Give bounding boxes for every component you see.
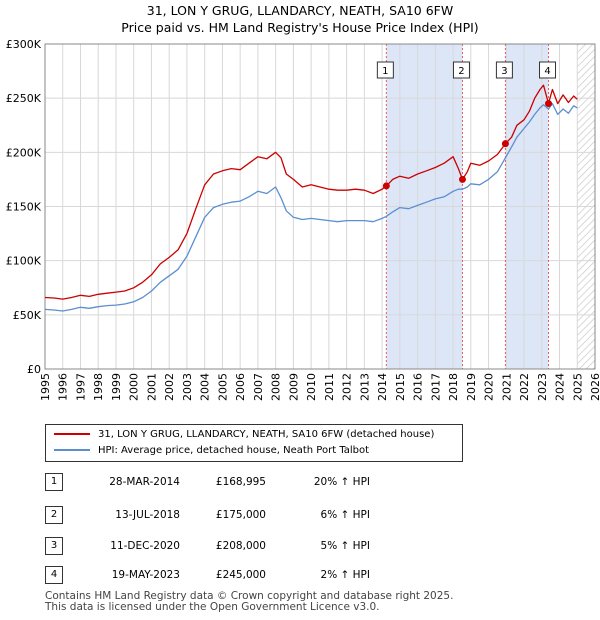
x-tick-label: 2006 [234,373,247,401]
sale-hpi-delta: 5% ↑ HPI [320,540,370,552]
property-price-line [44,84,578,300]
title-line-1: 31, LON Y GRUG, LLANDARCY, NEATH, SA10 6… [146,3,454,18]
x-tick-label: 2005 [216,373,229,401]
x-tick-label: 2002 [163,373,176,401]
chart-title: 31, LON Y GRUG, LLANDARCY, NEATH, SA10 6… [0,2,600,36]
sale-row: 2 13-JUL-2018 £175,000 6% ↑ HPI [0,505,600,525]
price-chart: 1 2 3 4 £0 £50K £100K £150K £200K £250K £300K 1995 1… [6,38,600,401]
sale-hpi-delta: 6% ↑ HPI [320,509,370,521]
plot-frame [44,43,596,370]
legend: 31, LON Y GRUG, LLANDARCY, NEATH, SA10 6… [45,424,463,462]
sale-point [458,175,466,183]
footer-copyright: Contains HM Land Registry data © Crown c… [45,590,454,602]
sale-point [545,100,553,108]
sale-row: 3 11-DEC-2020 £208,000 5% ↑ HPI [0,536,600,556]
y-tick-label: £300K [6,38,42,51]
footer-licence: This data is licensed under the Open Gov… [45,601,380,613]
x-tick-label: 2008 [270,373,283,401]
x-tick-label: 2022 [518,373,531,401]
x-tick-label: 2025 [571,373,584,401]
x-tick-label: 1998 [92,373,105,401]
sale-label-box [452,61,470,79]
y-tick-label: £150K [6,201,42,214]
sale-price: £245,000 [215,569,266,581]
hpi-line [44,102,578,312]
legend-swatch-property [54,433,90,435]
x-tick-label: 2016 [412,373,425,401]
sale-number: 4 [45,566,63,584]
x-tick-label: 2015 [394,373,407,401]
sale-label: 2 [458,66,464,77]
x-tick-label: 2024 [554,373,567,401]
x-tick-label: 1999 [110,373,123,401]
sale-point [382,182,390,190]
title-line-2: Price paid vs. HM Land Registry's House … [121,20,479,35]
sale-point [501,140,509,148]
sale-price: £208,000 [215,540,266,552]
sale-label-box [539,61,557,79]
sale-label: 3 [501,66,507,77]
y-tick-label: £50K [13,309,42,322]
sale-label: 4 [544,66,550,77]
sale-label-box [495,61,513,79]
legend-label-hpi: HPI: Average price, detached house, Neat… [98,445,370,456]
sale-label-box [376,61,394,79]
sale-row: 1 28-MAR-2014 £168,995 20% ↑ HPI [0,472,600,492]
x-tick-label: 2012 [341,373,354,401]
x-tick-label: 2000 [128,373,141,401]
sale-date: 13-JUL-2018 [115,509,180,521]
x-tick-label: 2009 [287,373,300,401]
y-tick-label: £0 [27,363,41,376]
x-tick-label: 2023 [536,373,549,401]
x-tick-label: 1995 [39,373,52,401]
x-tick-label: 2026 [589,373,600,401]
x-tick-label: 2003 [181,373,194,401]
sale-date: 11-DEC-2020 [110,540,180,552]
sale-row: 4 19-MAY-2023 £245,000 2% ↑ HPI [0,565,600,585]
x-tick-label: 2017 [429,373,442,401]
x-tick-label: 2001 [145,373,158,401]
y-tick-label: £100K [6,255,42,268]
sale-date: 28-MAR-2014 [109,476,180,488]
x-tick-label: 2020 [483,373,496,401]
x-tick-label: 2021 [500,373,513,401]
x-tick-label: 2018 [447,373,460,401]
y-tick-label: £250K [6,92,42,105]
footer: Contains HM Land Registry data © Crown c… [45,591,453,613]
sale-number: 1 [45,473,63,491]
sale-price: £175,000 [215,509,266,521]
x-tick-label: 2010 [305,373,318,401]
sale-price: £168,995 [215,476,266,488]
legend-item-property: 31, LON Y GRUG, LLANDARCY, NEATH, SA10 6… [54,427,434,443]
legend-item-hpi: HPI: Average price, detached house, Neat… [54,443,369,459]
sale-number: 2 [45,506,63,524]
legend-swatch-hpi [54,449,90,451]
sale-date: 19-MAY-2023 [111,569,180,581]
sale-hpi-delta: 2% ↑ HPI [320,569,370,581]
x-tick-label: 2019 [465,373,478,401]
x-tick-label: 2014 [376,373,389,401]
sale-label: 1 [382,66,388,77]
x-tick-label: 2004 [199,373,212,401]
x-tick-label: 1996 [57,373,70,401]
x-tick-label: 1997 [74,373,87,401]
legend-label-property: 31, LON Y GRUG, LLANDARCY, NEATH, SA10 6… [98,429,435,440]
x-tick-label: 2013 [358,373,371,401]
x-tick-label: 2011 [323,373,336,401]
x-tick-label: 2007 [252,373,265,401]
sale-hpi-delta: 20% ↑ HPI [313,476,370,488]
y-tick-label: £200K [6,146,42,159]
sale-number: 3 [45,537,63,555]
